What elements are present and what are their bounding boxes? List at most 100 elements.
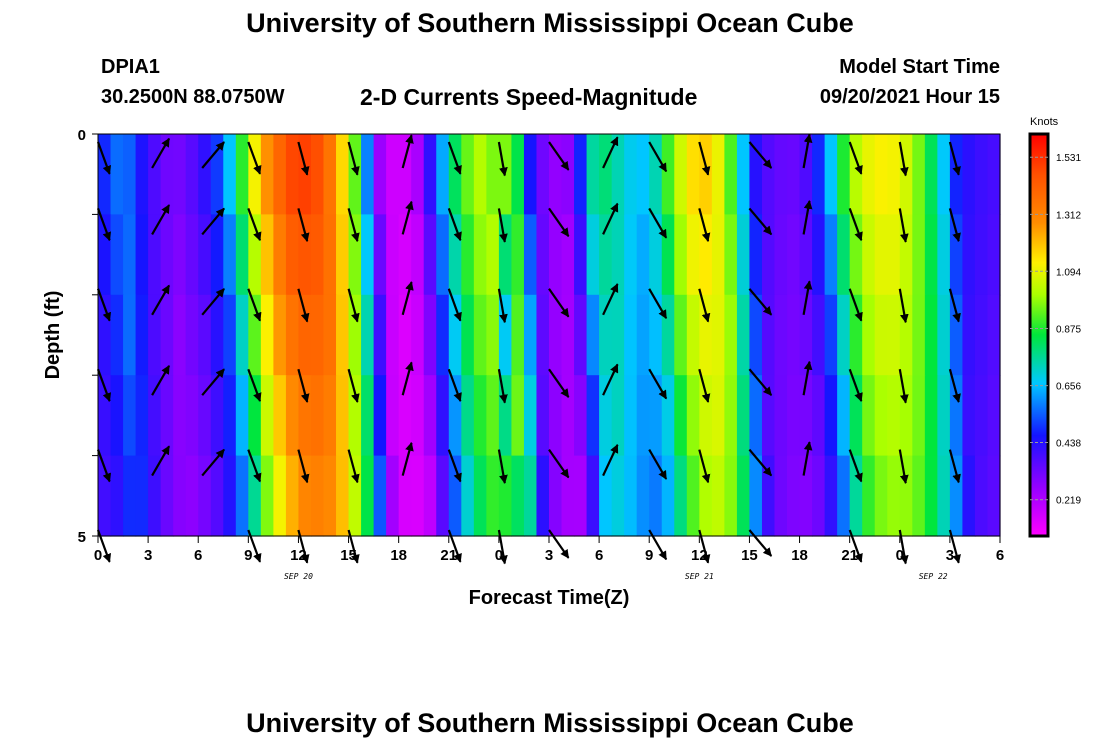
heatmap-cell <box>336 214 350 296</box>
heatmap-cell <box>235 375 249 457</box>
heatmap-cell <box>761 134 776 215</box>
heatmap-cell <box>711 375 725 457</box>
date-label: SEP 20 <box>284 572 313 581</box>
heatmap-cell <box>260 214 274 296</box>
heatmap-cell <box>887 455 901 537</box>
x-tick-label: 6 <box>194 547 202 564</box>
x-tick-label: 9 <box>244 547 252 564</box>
heatmap-cell <box>160 214 174 296</box>
heatmap-cell <box>148 455 162 537</box>
y-axis: 05 <box>78 127 98 546</box>
heatmap-cell <box>962 294 976 376</box>
heatmap-cell <box>348 294 362 376</box>
heatmap-cell <box>736 375 751 457</box>
colorbar-tick-label: 0.875 <box>1056 324 1081 335</box>
heatmap-cell <box>912 375 926 457</box>
heatmap-cell <box>135 375 149 457</box>
heatmap-cell <box>498 294 513 376</box>
heatmap-cell <box>949 214 964 296</box>
heatmap-cell <box>736 294 751 376</box>
heatmap-cell <box>937 134 951 215</box>
current-arrow <box>201 448 225 477</box>
heatmap-cell <box>611 294 625 376</box>
heatmap-cell <box>574 294 588 376</box>
heatmap-cell <box>624 214 638 296</box>
heatmap-cell <box>273 294 287 376</box>
heatmap-cell <box>624 455 638 537</box>
heatmap-cell <box>486 375 500 457</box>
heatmap-cell <box>398 455 412 537</box>
heatmap-cell <box>611 375 625 457</box>
heatmap-cell <box>649 134 663 215</box>
current-vectors <box>96 133 961 565</box>
heatmap-cell <box>636 375 650 457</box>
current-arrow <box>497 141 508 177</box>
heatmap-cell <box>511 294 525 376</box>
current-arrow <box>347 288 360 323</box>
heatmap-cell <box>874 375 888 457</box>
heatmap-cell <box>110 134 124 215</box>
heatmap-cell <box>185 214 199 296</box>
heatmap-cell <box>260 134 274 215</box>
current-arrow <box>648 141 668 173</box>
heatmap-cell <box>235 134 249 215</box>
current-arrow <box>648 529 668 561</box>
heatmap-cell <box>574 214 588 296</box>
heatmap-cell <box>473 455 487 537</box>
heatmap-cell <box>661 455 675 537</box>
heatmap-cell <box>561 294 575 376</box>
heatmap-cell <box>924 455 938 537</box>
heatmap-cell <box>273 455 287 537</box>
heatmap-cell <box>498 375 513 457</box>
current-arrow <box>602 363 619 396</box>
heatmap-cell <box>774 455 788 537</box>
heatmap-cell <box>210 455 224 537</box>
heatmap-cell <box>398 214 412 296</box>
x-tick-label: 6 <box>996 547 1004 564</box>
current-arrow <box>401 281 414 316</box>
colorbar-tick-label: 1.094 <box>1056 267 1081 278</box>
heatmap-cell <box>185 375 199 457</box>
current-arrow <box>497 449 508 484</box>
heatmap-cell <box>323 455 337 537</box>
y-tick-label: 5 <box>78 529 86 546</box>
heatmap-cell <box>912 294 926 376</box>
current-arrow <box>247 449 262 483</box>
current-arrow <box>898 288 909 324</box>
x-tick-label: 15 <box>340 547 357 564</box>
heatmap-cell <box>361 214 375 296</box>
heatmap-cell <box>574 134 588 215</box>
heatmap-cell <box>699 375 713 457</box>
heatmap-cell <box>523 294 538 376</box>
current-arrow <box>748 288 773 316</box>
model-start-value: 09/20/2021 Hour 15 <box>819 86 1000 108</box>
heatmap-cell <box>912 134 926 215</box>
heatmap-cell <box>148 214 162 296</box>
x-tick-label: 18 <box>390 547 407 564</box>
heatmap-cell <box>799 134 813 215</box>
heatmap-cell <box>423 214 437 296</box>
heatmap-cell <box>874 455 888 537</box>
heatmap-cell <box>924 294 938 376</box>
current-arrow <box>548 141 570 171</box>
current-arrow <box>201 207 225 236</box>
heatmap-cell <box>711 455 725 537</box>
x-tick-label: 0 <box>896 547 904 564</box>
heatmap-cell <box>674 214 688 296</box>
x-tick-label: 3 <box>946 547 954 564</box>
current-arrow <box>151 204 171 235</box>
heatmap-cell <box>862 375 876 457</box>
heatmap-cell <box>423 134 437 215</box>
heatmap-cell <box>310 134 325 215</box>
current-arrow <box>698 449 711 484</box>
heatmap-cell <box>523 214 538 296</box>
current-arrow <box>247 208 262 242</box>
heatmap-cell <box>511 214 525 296</box>
heatmap-cell <box>824 294 838 376</box>
colorbar-tick-label: 1.312 <box>1056 210 1081 221</box>
heatmap-cell <box>924 134 938 215</box>
current-arrow <box>447 288 462 322</box>
current-arrow <box>447 208 462 242</box>
heatmap-cell <box>123 294 137 376</box>
heatmap-cell <box>661 294 675 376</box>
